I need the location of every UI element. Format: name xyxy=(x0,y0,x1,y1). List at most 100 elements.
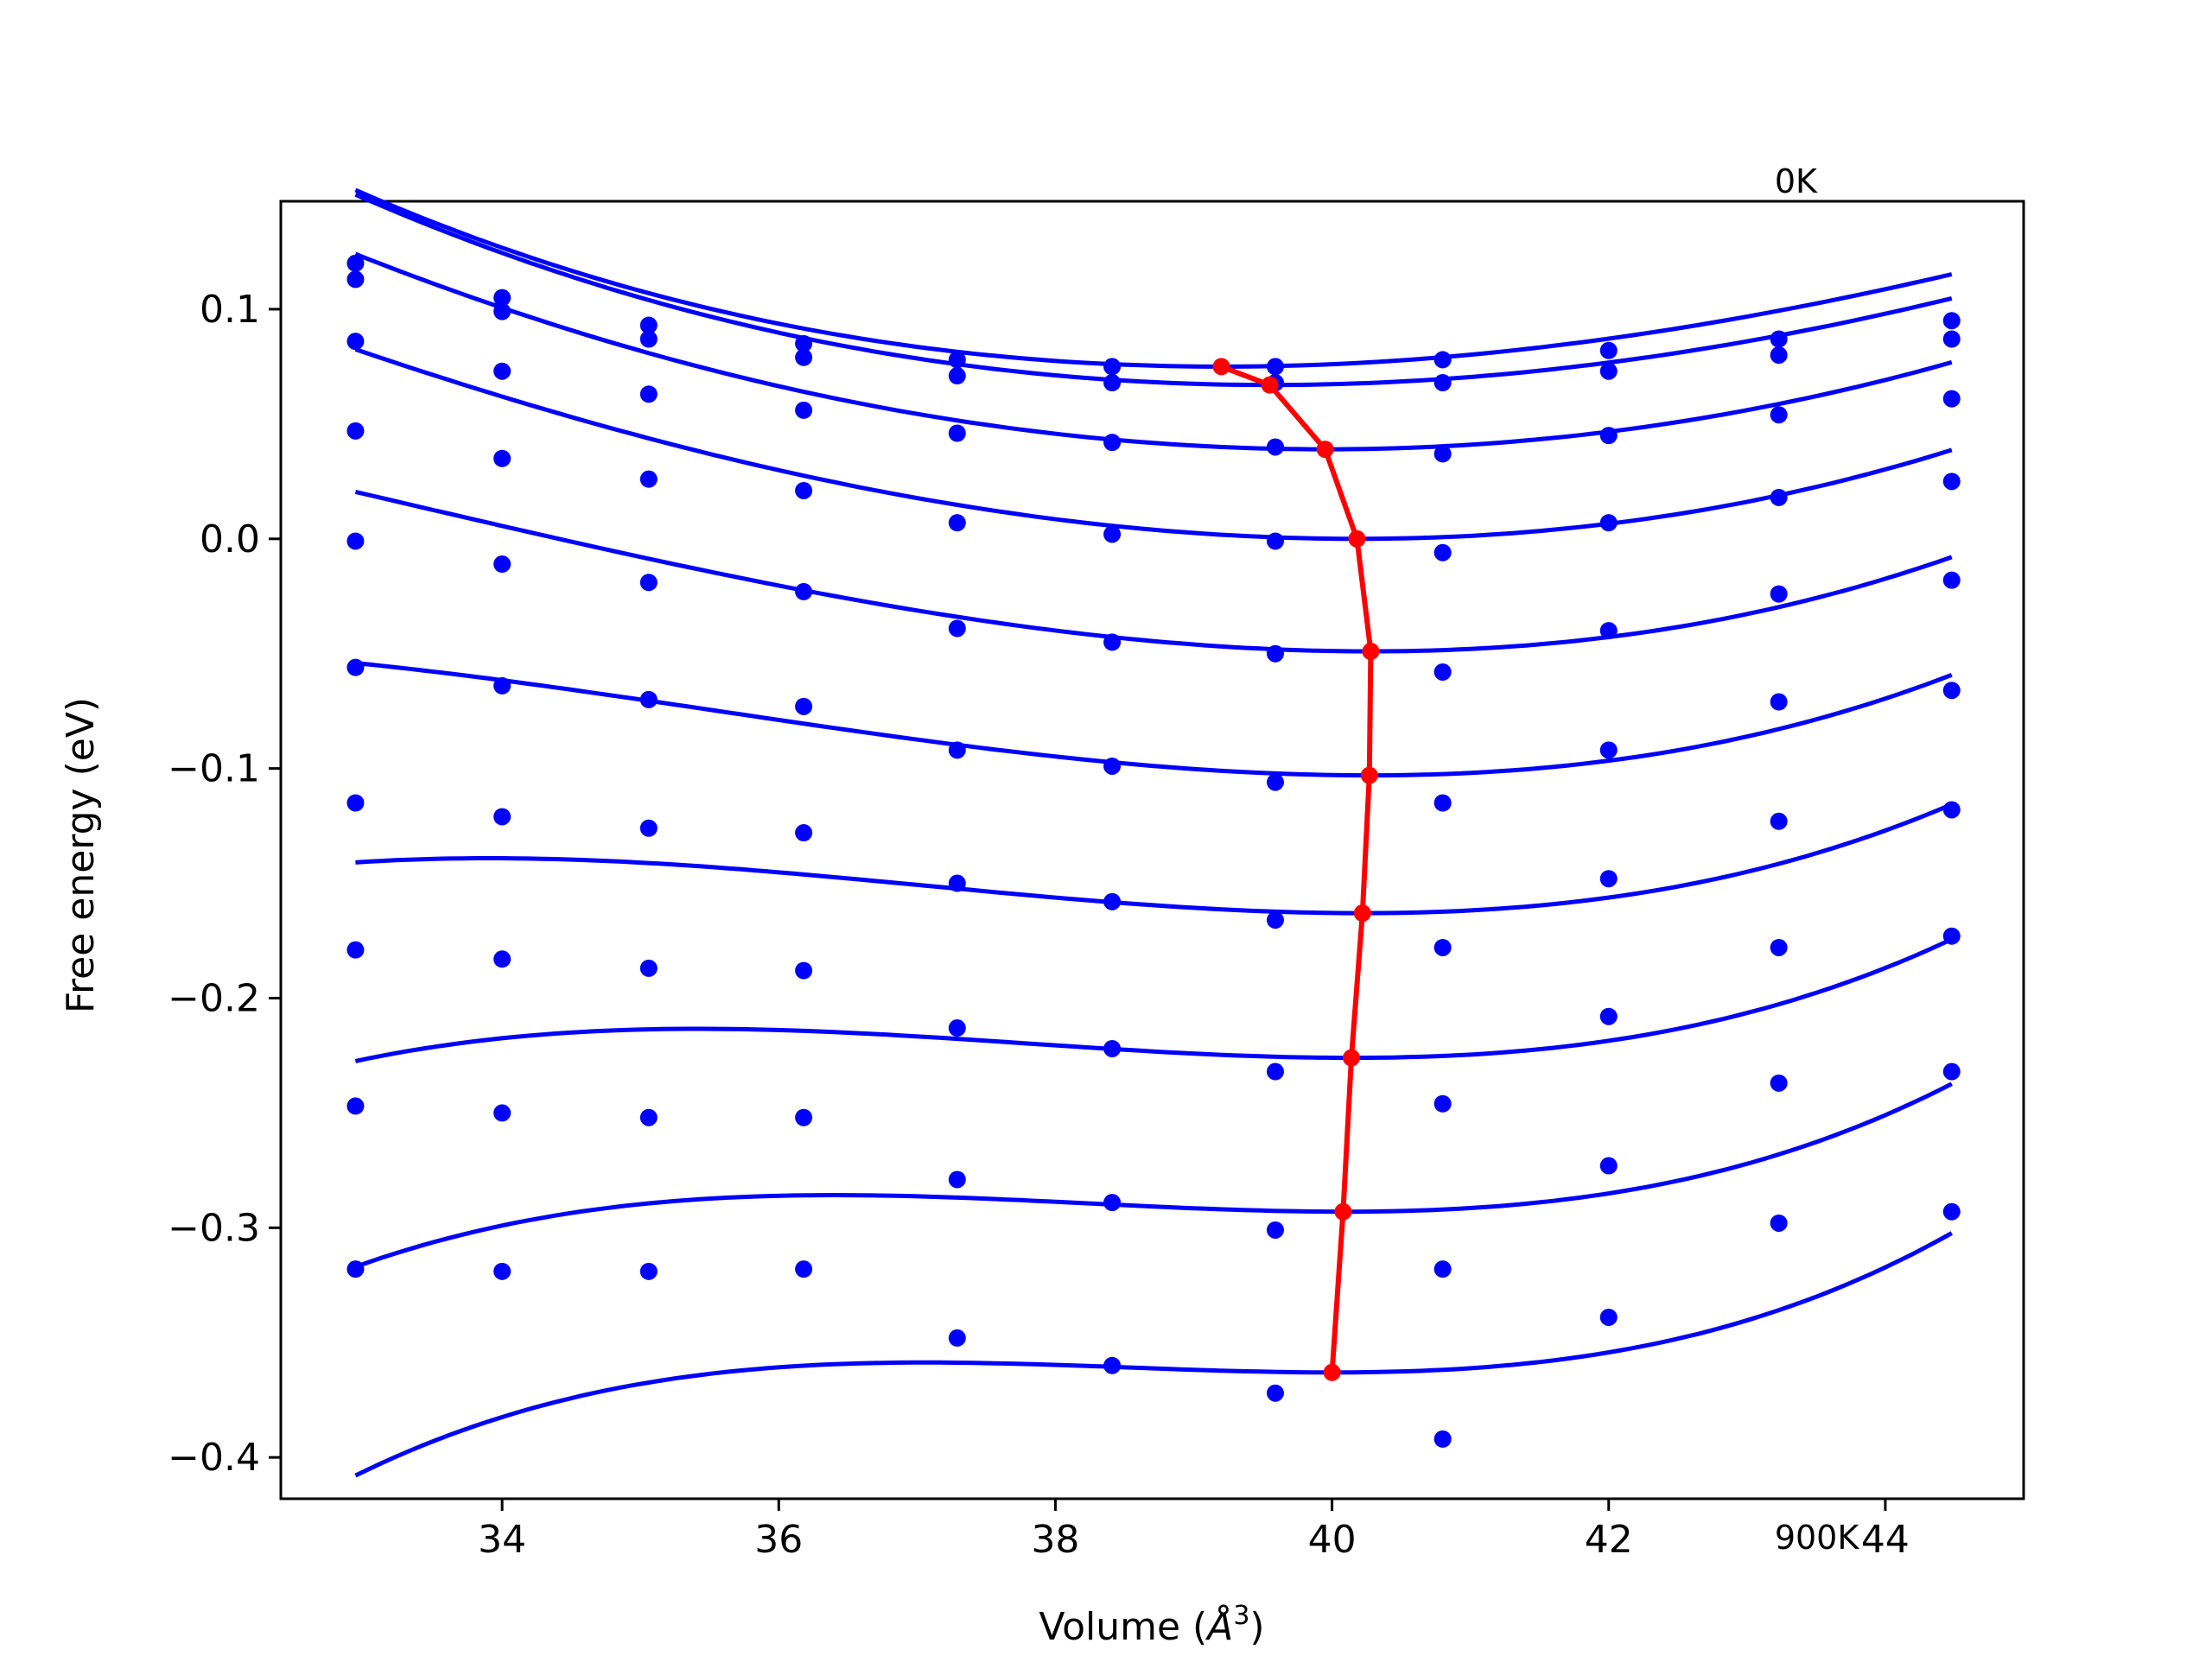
fit-curve xyxy=(354,192,1953,388)
data-point xyxy=(346,658,365,676)
data-point xyxy=(1770,693,1788,711)
data-point xyxy=(493,950,512,968)
data-point xyxy=(1599,427,1618,445)
data-point xyxy=(1103,434,1122,452)
data-point xyxy=(1433,794,1452,812)
y-tick-label: −0.3 xyxy=(168,1206,260,1250)
fit-curve xyxy=(354,347,1953,542)
minimum-path-point xyxy=(1343,1049,1361,1067)
data-point xyxy=(1770,488,1788,506)
data-point xyxy=(795,824,813,842)
data-point xyxy=(1942,801,1961,819)
data-point xyxy=(948,874,966,892)
data-point xyxy=(346,532,365,550)
x-tick-label: 42 xyxy=(1585,1518,1633,1562)
data-point xyxy=(639,470,658,488)
fit-curve xyxy=(354,187,1953,369)
x-axis-label-text: Volume ( xyxy=(1039,1605,1207,1649)
data-point xyxy=(795,582,813,600)
minimum-path-point xyxy=(1323,1363,1341,1381)
data-point xyxy=(493,1104,512,1122)
data-point xyxy=(1433,543,1452,561)
minimum-path-point xyxy=(1212,358,1230,376)
data-point xyxy=(948,619,966,638)
data-point xyxy=(1266,1063,1284,1081)
x-tick-label: 38 xyxy=(1031,1518,1079,1562)
data-point xyxy=(795,1108,813,1126)
minimum-path-point xyxy=(1261,376,1279,394)
data-point xyxy=(1266,1221,1284,1239)
data-point xyxy=(1599,1308,1618,1326)
data-point xyxy=(1599,514,1618,532)
data-point xyxy=(948,424,966,442)
plot-frame xyxy=(279,200,2025,1500)
data-point xyxy=(1103,1356,1122,1374)
data-point xyxy=(1266,358,1284,376)
x-axis-label-symbol: Å xyxy=(1205,1603,1233,1649)
data-point xyxy=(948,1170,966,1189)
data-point xyxy=(1266,911,1284,929)
data-point xyxy=(493,302,512,320)
data-point xyxy=(1266,773,1284,791)
data-point xyxy=(948,1019,966,1037)
data-point xyxy=(1770,330,1788,348)
data-point xyxy=(1599,741,1618,759)
data-point xyxy=(1266,1384,1284,1402)
data-point xyxy=(1770,585,1788,603)
x-tick-label: 36 xyxy=(754,1518,803,1562)
data-point xyxy=(1599,362,1618,380)
fit-curve xyxy=(354,1082,1953,1269)
data-point xyxy=(493,808,512,826)
annotation-900k: 900K xyxy=(1775,1519,1860,1557)
data-point xyxy=(795,348,813,366)
data-point xyxy=(1433,351,1452,369)
data-point xyxy=(795,481,813,499)
data-point xyxy=(1942,682,1961,700)
data-point xyxy=(346,422,365,440)
data-point xyxy=(639,819,658,837)
data-point xyxy=(346,941,365,959)
data-point xyxy=(346,333,365,351)
data-point xyxy=(1433,1094,1452,1113)
data-point xyxy=(1770,406,1788,424)
minimum-path-point xyxy=(1316,441,1334,459)
y-tick-label: 0.0 xyxy=(200,517,260,561)
x-axis-label: Volume (Å3) xyxy=(1039,1601,1264,1649)
data-point xyxy=(1599,870,1618,888)
annotation-0k: 0K xyxy=(1775,162,1818,200)
data-point xyxy=(493,1262,512,1280)
data-point xyxy=(1942,927,1961,945)
data-point xyxy=(639,316,658,334)
data-points-group xyxy=(346,254,1961,1448)
data-point xyxy=(1103,1194,1122,1212)
data-point xyxy=(639,959,658,977)
minimum-path-point xyxy=(1362,643,1380,661)
labels-group: Free energy (eV) Volume (Å3) 34 36 38 40 42 4… xyxy=(59,162,1910,1649)
minimum-path-line xyxy=(1220,364,1374,1373)
data-point xyxy=(1103,633,1122,651)
fit-curve xyxy=(354,489,1953,654)
data-point xyxy=(639,385,658,403)
data-point xyxy=(948,514,966,532)
data-point xyxy=(639,1262,658,1280)
y-tick-label: −0.4 xyxy=(168,1436,260,1480)
minimum-path-point xyxy=(1348,530,1366,548)
data-point xyxy=(1433,1430,1452,1448)
data-point xyxy=(493,289,512,307)
data-point xyxy=(1942,330,1961,348)
fit-curve xyxy=(355,661,1953,778)
minimum-path-point xyxy=(1360,766,1378,784)
minimum-path-point xyxy=(1334,1202,1352,1221)
data-point xyxy=(1770,812,1788,830)
data-point xyxy=(1103,525,1122,543)
y-tick-label: −0.1 xyxy=(168,747,260,791)
y-tick-label: 0.1 xyxy=(200,288,260,332)
data-point xyxy=(948,741,966,759)
data-point xyxy=(639,690,658,708)
fit-curve xyxy=(354,937,1953,1063)
x-axis-label-superscript: 3 xyxy=(1233,1601,1249,1631)
x-tick-label: 40 xyxy=(1308,1518,1357,1562)
x-tick-label: 34 xyxy=(478,1518,526,1562)
